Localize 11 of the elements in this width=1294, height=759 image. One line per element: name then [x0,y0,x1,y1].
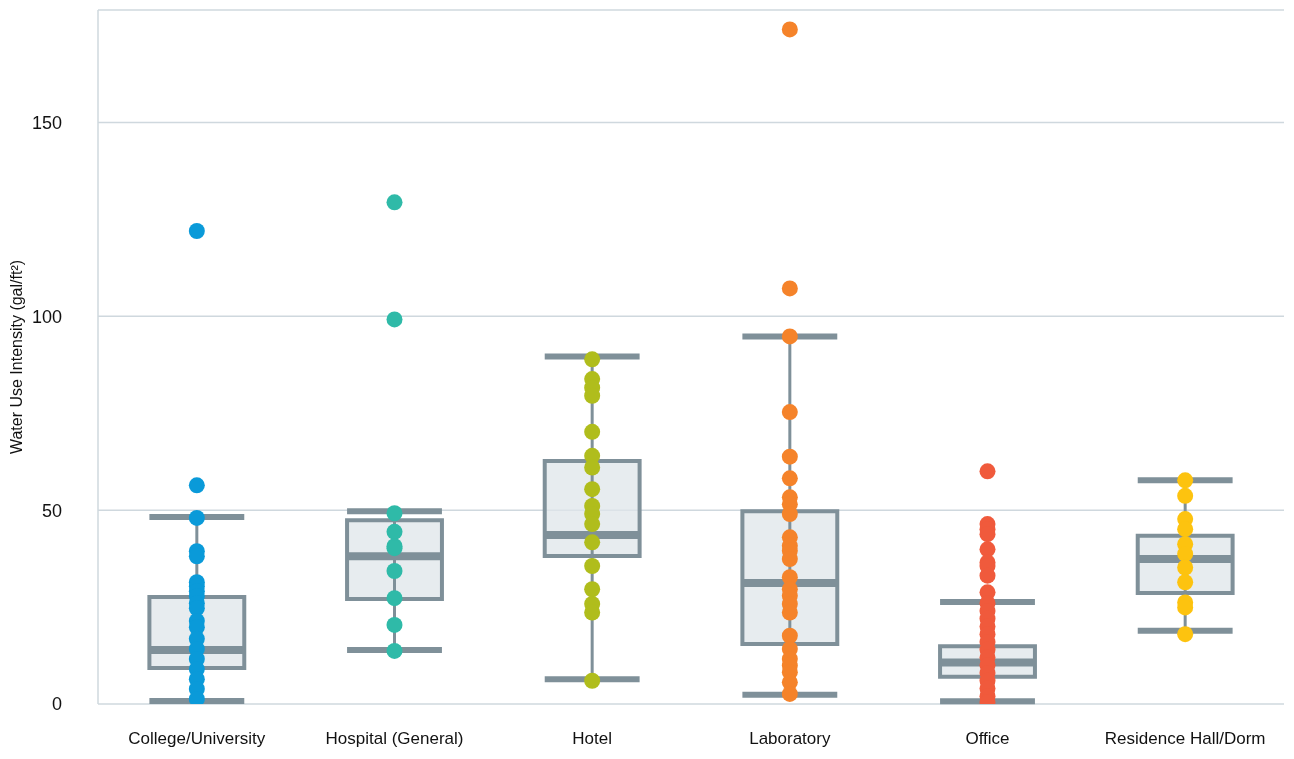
x-tick-label: Hotel [572,729,613,749]
y-tick-label: 0 [51,694,62,715]
x-tick-label: Office [965,729,1010,749]
y-tick-label: 50 [41,500,62,521]
x-tick-label: Hospital (General) [325,729,464,749]
x-tick-label: Residence Hall/Dorm [1104,729,1266,749]
y-tick-label: 100 [31,306,62,327]
y-axis-title: Water Use Intensity (gal/ft²) [7,259,25,455]
x-tick-label: College/University [128,729,266,749]
y-tick-label: 150 [31,112,62,133]
x-tick-label: Laboratory [749,729,831,749]
